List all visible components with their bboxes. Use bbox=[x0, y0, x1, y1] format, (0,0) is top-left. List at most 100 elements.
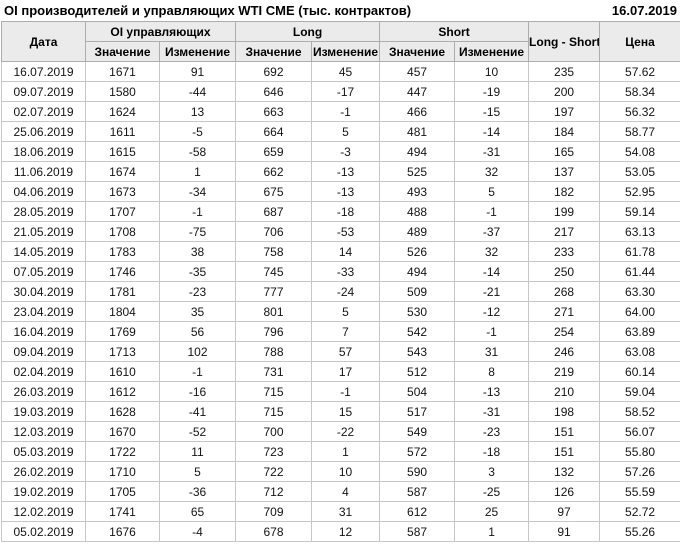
table-row: 19.02.2019 1705 -36 712 4 587 -25 126 55… bbox=[1, 481, 680, 502]
cell-oi-value: 1710 bbox=[85, 461, 160, 482]
table-row: 02.07.2019 1624 13 663 -1 466 -15 197 56… bbox=[1, 101, 680, 122]
cell-long-change: -18 bbox=[311, 201, 381, 222]
cell-short-value: 572 bbox=[379, 441, 456, 462]
cell-short-change: -37 bbox=[454, 221, 530, 242]
column-header-date: Дата bbox=[1, 21, 86, 62]
column-header-oi-value: Значение bbox=[85, 41, 160, 62]
cell-oi-value: 1707 bbox=[85, 201, 160, 222]
cell-oi-change: -58 bbox=[158, 141, 237, 162]
cell-long-change: -3 bbox=[311, 141, 381, 162]
cell-short-value: 587 bbox=[379, 481, 456, 502]
column-header-long-change: Изменение bbox=[311, 41, 381, 62]
table-row: 09.07.2019 1580 -44 646 -17 447 -19 200 … bbox=[1, 81, 680, 102]
cell-oi-change: -1 bbox=[158, 201, 237, 222]
cell-oi-value: 1628 bbox=[85, 401, 160, 422]
cell-long-short: 233 bbox=[528, 241, 601, 262]
cell-oi-value: 1708 bbox=[85, 221, 160, 242]
cell-date: 02.07.2019 bbox=[1, 101, 86, 122]
cell-oi-change: 91 bbox=[158, 61, 237, 82]
cell-short-value: 489 bbox=[379, 221, 456, 242]
cell-long-short: 151 bbox=[528, 421, 601, 442]
cell-short-value: 590 bbox=[379, 461, 456, 482]
cell-date: 30.04.2019 bbox=[1, 281, 86, 302]
cell-price: 55.59 bbox=[599, 481, 680, 502]
cell-date: 05.02.2019 bbox=[1, 521, 86, 542]
table-row: 19.03.2019 1628 -41 715 15 517 -31 198 5… bbox=[1, 401, 680, 422]
cell-oi-value: 1674 bbox=[85, 161, 160, 182]
cell-long-short: 199 bbox=[528, 201, 601, 222]
cell-price: 57.62 bbox=[599, 61, 680, 82]
cell-oi-change: 38 bbox=[158, 241, 237, 262]
cell-price: 55.80 bbox=[599, 441, 680, 462]
cell-short-value: 612 bbox=[379, 501, 456, 522]
cell-oi-value: 1624 bbox=[85, 101, 160, 122]
cell-price: 54.08 bbox=[599, 141, 680, 162]
cell-long-change: -1 bbox=[311, 101, 381, 122]
cell-price: 56.32 bbox=[599, 101, 680, 122]
cell-long-change: -13 bbox=[311, 161, 381, 182]
cell-long-value: 712 bbox=[235, 481, 313, 502]
cell-short-change: -13 bbox=[454, 381, 530, 402]
cell-date: 09.04.2019 bbox=[1, 341, 86, 362]
cell-short-change: 32 bbox=[454, 161, 530, 182]
column-group-long: Long bbox=[235, 21, 381, 42]
cell-long-short: 210 bbox=[528, 381, 601, 402]
cell-long-short: 197 bbox=[528, 101, 601, 122]
cell-date: 07.05.2019 bbox=[1, 261, 86, 282]
cell-long-short: 182 bbox=[528, 181, 601, 202]
cell-long-short: 219 bbox=[528, 361, 601, 382]
cell-long-short: 126 bbox=[528, 481, 601, 502]
oi-report-table: Дата OI управляющих Long Short Long - Sh… bbox=[1, 21, 680, 542]
cell-oi-change: -52 bbox=[158, 421, 237, 442]
cell-short-change: -15 bbox=[454, 101, 530, 122]
cell-long-short: 250 bbox=[528, 261, 601, 282]
cell-long-value: 687 bbox=[235, 201, 313, 222]
cell-long-change: -24 bbox=[311, 281, 381, 302]
cell-date: 28.05.2019 bbox=[1, 201, 86, 222]
cell-long-short: 235 bbox=[528, 61, 601, 82]
cell-oi-change: -16 bbox=[158, 381, 237, 402]
cell-long-short: 217 bbox=[528, 221, 601, 242]
table-row: 18.06.2019 1615 -58 659 -3 494 -31 165 5… bbox=[1, 141, 680, 162]
cell-oi-change: 35 bbox=[158, 301, 237, 322]
cell-oi-change: -35 bbox=[158, 261, 237, 282]
cell-short-value: 543 bbox=[379, 341, 456, 362]
cell-oi-change: -34 bbox=[158, 181, 237, 202]
cell-long-value: 796 bbox=[235, 321, 313, 342]
cell-long-value: 731 bbox=[235, 361, 313, 382]
cell-short-change: 5 bbox=[454, 181, 530, 202]
cell-date: 26.02.2019 bbox=[1, 461, 86, 482]
cell-date: 12.03.2019 bbox=[1, 421, 86, 442]
cell-short-value: 517 bbox=[379, 401, 456, 422]
cell-long-value: 646 bbox=[235, 81, 313, 102]
cell-long-change: 31 bbox=[311, 501, 381, 522]
table-row: 30.04.2019 1781 -23 777 -24 509 -21 268 … bbox=[1, 281, 680, 302]
cell-date: 14.05.2019 bbox=[1, 241, 86, 262]
cell-oi-change: 1 bbox=[158, 161, 237, 182]
cell-short-change: -21 bbox=[454, 281, 530, 302]
table-row: 26.03.2019 1612 -16 715 -1 504 -13 210 5… bbox=[1, 381, 680, 402]
cell-long-short: 165 bbox=[528, 141, 601, 162]
cell-oi-change: 5 bbox=[158, 461, 237, 482]
cell-long-value: 715 bbox=[235, 381, 313, 402]
cell-long-change: 7 bbox=[311, 321, 381, 342]
cell-oi-change: -23 bbox=[158, 281, 237, 302]
cell-oi-change: -75 bbox=[158, 221, 237, 242]
cell-long-change: -22 bbox=[311, 421, 381, 442]
cell-short-change: 25 bbox=[454, 501, 530, 522]
cell-short-change: -25 bbox=[454, 481, 530, 502]
cell-long-value: 722 bbox=[235, 461, 313, 482]
cell-long-change: 14 bbox=[311, 241, 381, 262]
cell-long-change: 17 bbox=[311, 361, 381, 382]
cell-oi-change: -4 bbox=[158, 521, 237, 542]
page-title: OI производителей и управляющих WTI CME … bbox=[4, 3, 412, 18]
cell-long-short: 271 bbox=[528, 301, 601, 322]
column-header-price: Цена bbox=[599, 21, 680, 62]
cell-short-value: 542 bbox=[379, 321, 456, 342]
cell-oi-change: 11 bbox=[158, 441, 237, 462]
cell-oi-change: -44 bbox=[158, 81, 237, 102]
cell-price: 52.95 bbox=[599, 181, 680, 202]
cell-short-change: -12 bbox=[454, 301, 530, 322]
cell-oi-value: 1676 bbox=[85, 521, 160, 542]
cell-long-change: 12 bbox=[311, 521, 381, 542]
